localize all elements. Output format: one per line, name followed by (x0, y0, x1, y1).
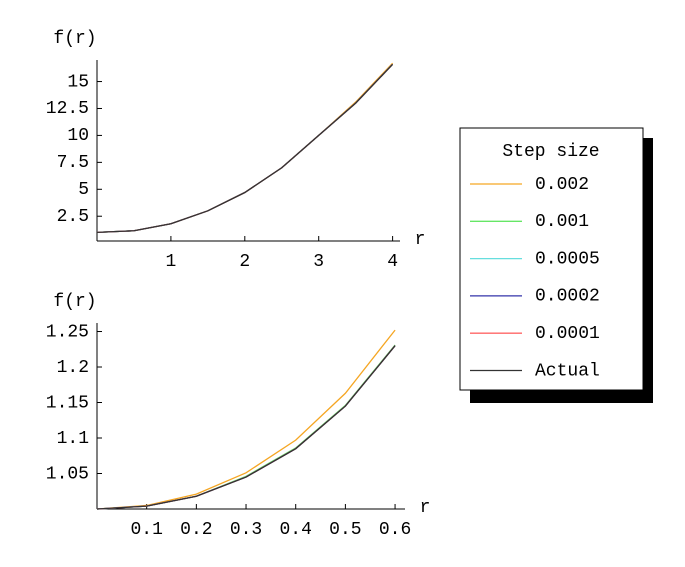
legend-title: Step size (502, 142, 599, 162)
series-line (96, 345, 396, 510)
x-tick-label: 0.3 (230, 520, 262, 540)
series-line (96, 62, 394, 234)
x-tick-label: 4 (387, 252, 398, 272)
y-tick-label: 2.5 (57, 207, 89, 227)
series-line (96, 345, 396, 510)
x-tick-label: 1 (165, 252, 176, 272)
legend-label: 0.0001 (535, 324, 600, 344)
y-tick-label: 5 (78, 180, 89, 200)
y-axis-label: f(r) (53, 29, 96, 49)
legend-label: Actual (535, 361, 600, 381)
series-line (96, 63, 394, 234)
series-line (96, 63, 394, 234)
x-axis-label: r (420, 498, 431, 518)
legend-label: 0.001 (535, 212, 589, 232)
y-tick-label: 15 (67, 72, 89, 92)
y-tick-label: 1.15 (46, 393, 89, 413)
y-tick-label: 1.25 (46, 322, 89, 342)
series-line (96, 63, 394, 234)
y-tick-label: 7.5 (57, 153, 89, 173)
x-tick-label: 0.1 (130, 520, 162, 540)
series-line (96, 63, 394, 234)
series-line (96, 345, 396, 510)
y-axis-label: f(r) (53, 292, 96, 312)
y-tick-label: 1.1 (57, 429, 89, 449)
y-tick-label: 1.2 (57, 358, 89, 378)
x-tick-label: 0.4 (280, 520, 312, 540)
y-tick-label: 10 (67, 126, 89, 146)
legend-label: 0.0002 (535, 287, 600, 307)
y-tick-label: 12.5 (46, 99, 89, 119)
x-tick-label: 3 (313, 252, 324, 272)
x-tick-label: 0.2 (180, 520, 212, 540)
series-line (96, 329, 396, 510)
legend-label: 0.002 (535, 175, 589, 195)
x-tick-label: 0.6 (379, 520, 411, 540)
x-axis-label: r (415, 230, 426, 250)
x-tick-label: 0.5 (329, 520, 361, 540)
y-tick-label: 1.05 (46, 464, 89, 484)
legend-label: 0.0005 (535, 249, 600, 269)
x-tick-label: 2 (239, 252, 250, 272)
series-line (96, 63, 394, 234)
series-line (96, 344, 396, 510)
series-line (96, 345, 396, 510)
